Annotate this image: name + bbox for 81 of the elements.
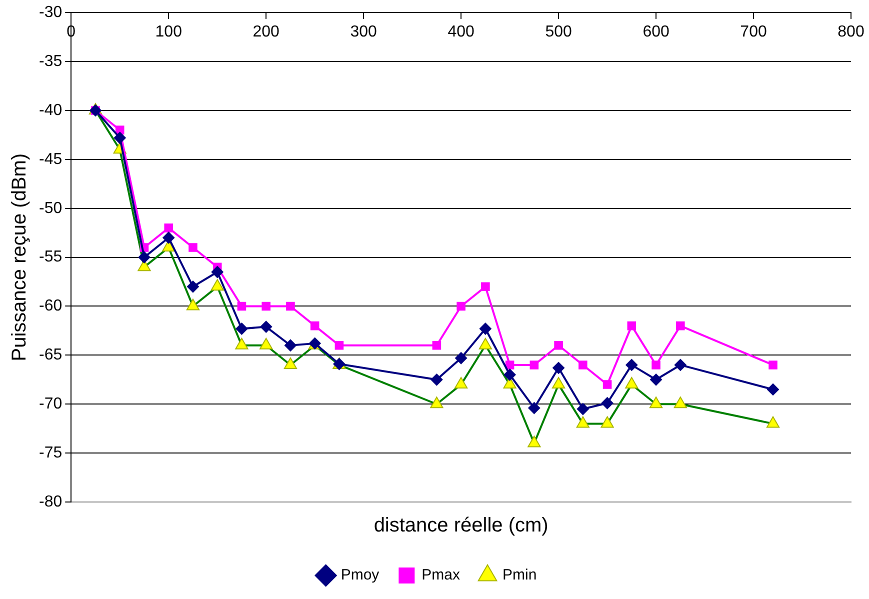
y-tick-label: -50: [39, 200, 62, 217]
point: [284, 357, 298, 369]
point: [186, 298, 200, 310]
point: [649, 396, 663, 408]
x-tick-label: 700: [740, 24, 767, 41]
point: [479, 322, 492, 335]
y-axis-title: Puissance reçue (dBm): [8, 153, 31, 362]
point: [235, 338, 248, 350]
x-tick-label: 200: [252, 24, 280, 41]
x-tick-label: 800: [838, 24, 864, 41]
point: [674, 358, 686, 371]
point: [262, 302, 270, 311]
point: [211, 266, 224, 278]
point: [260, 320, 272, 333]
point: [188, 243, 198, 252]
y-tick-label: -70: [39, 396, 62, 413]
point: [576, 403, 589, 416]
y-tick-label: -30: [39, 4, 62, 22]
point: [164, 224, 173, 232]
point: [576, 416, 590, 428]
x-tick-label: 400: [448, 24, 475, 41]
x-tick-label: 300: [350, 24, 378, 41]
point: [652, 360, 660, 370]
y-tick-label: -40: [39, 102, 62, 119]
y-tick-label: -45: [39, 150, 62, 168]
point: [456, 302, 466, 311]
point: [528, 436, 541, 448]
point: [503, 377, 516, 389]
point: [286, 302, 295, 311]
point: [602, 380, 612, 389]
point: [600, 416, 614, 428]
point: [210, 279, 224, 291]
point: [625, 377, 638, 389]
y-tick-label: -35: [39, 52, 62, 70]
point: [767, 383, 780, 396]
y-tick-label: -65: [39, 346, 62, 364]
point: [454, 377, 468, 389]
legend-label: Pmin: [502, 566, 537, 584]
y-tick-label: -60: [39, 298, 62, 315]
point: [237, 302, 246, 311]
point: [504, 368, 516, 381]
point: [650, 374, 662, 386]
point: [554, 341, 563, 350]
point: [578, 360, 588, 370]
point: [766, 416, 780, 428]
point: [674, 396, 687, 408]
point: [260, 338, 273, 350]
x-tick-label: 500: [545, 24, 572, 41]
point: [768, 360, 778, 370]
x-tick-label: 100: [155, 24, 182, 41]
point: [528, 402, 540, 414]
legend-label: Pmoy: [340, 566, 380, 584]
point: [478, 338, 492, 350]
x-axis-title: distance réelle (cm): [374, 514, 548, 537]
point: [310, 321, 320, 330]
point: [530, 360, 539, 370]
point: [430, 374, 443, 386]
point: [284, 339, 296, 352]
point: [138, 251, 150, 264]
point: [114, 132, 126, 144]
point: [432, 341, 442, 350]
point: [455, 352, 468, 364]
point: [236, 322, 248, 335]
point: [626, 358, 638, 371]
point: [162, 232, 175, 244]
point: [430, 396, 444, 408]
point: [481, 282, 490, 292]
y-tick-label: -55: [39, 248, 62, 266]
legend-label: Pmax: [422, 566, 461, 584]
point: [138, 260, 151, 272]
point: [552, 362, 565, 374]
y-tick-label: -80: [39, 493, 62, 510]
point: [627, 321, 636, 330]
point: [334, 341, 344, 350]
point: [186, 280, 199, 293]
point: [505, 360, 514, 370]
y-tick-label: -75: [39, 444, 62, 462]
point: [676, 321, 685, 330]
point: [552, 377, 566, 389]
point: [601, 397, 614, 410]
x-tick-label: 600: [642, 24, 670, 41]
